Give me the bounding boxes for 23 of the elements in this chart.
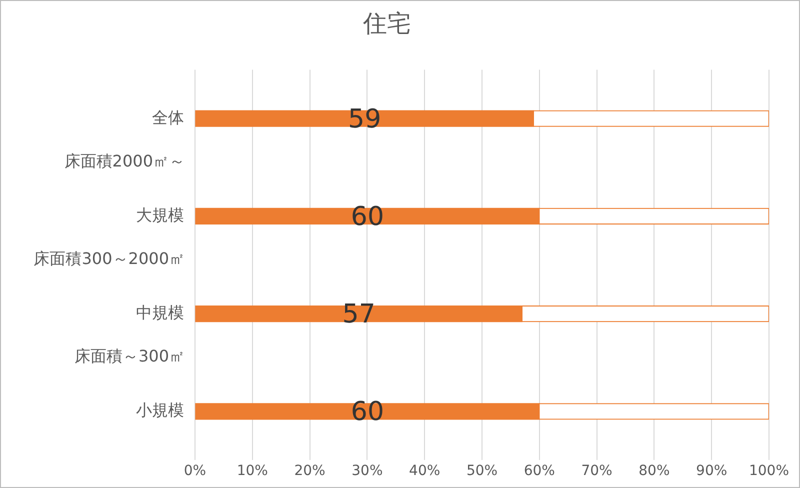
data-label: 60 <box>350 397 384 428</box>
x-tick-label: 20% <box>294 463 326 480</box>
x-tick-label: 100% <box>748 463 790 480</box>
data-label: 57 <box>342 300 376 330</box>
data-label: 60 <box>350 202 384 232</box>
x-tick-label: 40% <box>409 463 440 480</box>
x-tick-label: 0% <box>184 463 206 480</box>
x-tick-label: 70% <box>581 463 612 480</box>
x-tick-label: 50% <box>466 463 498 480</box>
text: 床面積300～2000㎡ <box>34 248 185 268</box>
y-tick-label: 全体 <box>152 108 184 127</box>
y-tick-label: 中規模 <box>136 302 184 322</box>
x-tick-label: 90% <box>696 463 728 480</box>
x-tick-label: 80% <box>638 463 670 480</box>
x-tick-label: 60% <box>524 463 555 480</box>
y-tick-label: 小規模 <box>136 400 184 420</box>
x-tick-label: 10% <box>236 463 268 480</box>
y-tick-label: 大規模 <box>136 205 184 224</box>
text: 床面積2000㎡～ <box>64 151 185 170</box>
text: 床面積～300㎡ <box>74 346 185 366</box>
x-tick-label: 30% <box>352 463 383 480</box>
data-label: 59 <box>348 104 382 134</box>
chart-title: 住宅 <box>362 10 411 38</box>
